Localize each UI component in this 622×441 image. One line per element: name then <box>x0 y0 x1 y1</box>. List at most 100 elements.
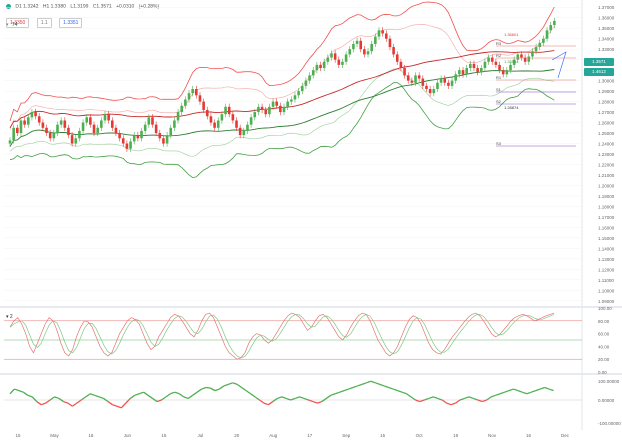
candle <box>129 141 132 149</box>
x-tick-label: 15 <box>380 433 386 438</box>
candle <box>242 130 246 136</box>
momentum-segment <box>63 400 69 404</box>
candle <box>136 135 140 139</box>
momentum-tick-label: 0.00000 <box>598 398 615 403</box>
candle <box>12 127 15 141</box>
candle <box>545 30 549 39</box>
candle <box>224 106 227 115</box>
candle <box>205 109 209 117</box>
candle <box>432 89 436 94</box>
momentum-segment <box>36 401 42 406</box>
candle <box>399 61 403 69</box>
candle <box>202 101 205 110</box>
stoch-tick-label: 100.00 <box>598 306 612 311</box>
candle <box>509 64 512 71</box>
candle <box>381 30 384 34</box>
candle <box>384 33 388 39</box>
candle <box>45 127 48 134</box>
momentum-segment <box>370 380 376 384</box>
momentum-segment <box>490 394 496 398</box>
price-annotation: 1.28874 <box>504 105 519 110</box>
candle <box>59 120 63 125</box>
indicator-boxes[interactable]: 1.3350 1.1 1.3351 <box>6 11 85 29</box>
candle <box>52 133 56 139</box>
lower-band-inner <box>9 68 555 157</box>
candle <box>439 78 443 83</box>
momentum-segment <box>290 397 296 401</box>
momentum-segment <box>459 397 465 401</box>
candle <box>337 59 341 65</box>
momentum-segment <box>40 402 46 406</box>
long-ma-red <box>9 50 555 129</box>
momentum-segment <box>22 391 29 396</box>
momentum-segment <box>508 388 514 392</box>
stoch-tick-label: 80.00 <box>598 319 610 324</box>
projection-arrow <box>551 51 567 79</box>
candle <box>67 127 70 136</box>
candle <box>132 135 136 142</box>
candle <box>553 20 556 26</box>
momentum-segment <box>343 388 349 392</box>
momentum-segment <box>228 382 233 385</box>
momentum-segment <box>98 396 104 400</box>
candle <box>41 122 45 128</box>
momentum-segment <box>18 390 24 393</box>
candle <box>107 114 110 121</box>
candle <box>191 89 194 94</box>
indicator-line[interactable]: ▾ 74 <box>6 22 17 28</box>
candle <box>498 64 501 71</box>
momentum-segment <box>54 396 60 400</box>
y-tick-label: 1.36000 <box>598 16 615 21</box>
candle <box>187 93 191 100</box>
momentum-segment <box>433 396 438 400</box>
candle <box>173 120 176 128</box>
indicator-box-2[interactable]: 1.1 <box>36 18 52 28</box>
momentum-segment <box>152 397 158 403</box>
momentum-segment <box>138 391 144 395</box>
candle <box>538 42 542 48</box>
upper-band <box>9 1 555 122</box>
y-tick-label: 1.33000 <box>598 47 615 52</box>
momentum-segment <box>245 390 251 395</box>
candle <box>549 25 552 31</box>
candle <box>63 120 67 128</box>
upper-band-inner <box>9 23 555 130</box>
momentum-segment <box>299 396 305 400</box>
momentum-segment <box>312 400 318 404</box>
candle <box>70 135 74 144</box>
momentum-segment <box>67 402 73 407</box>
candle <box>450 80 454 86</box>
momentum-segment <box>446 402 452 406</box>
momentum-segment <box>31 396 38 403</box>
momentum-segment <box>544 386 550 390</box>
momentum-tick-label: 100.00000 <box>598 379 620 384</box>
momentum-segment <box>236 383 243 389</box>
candle <box>395 54 399 62</box>
candle <box>319 64 322 69</box>
candle <box>520 54 523 58</box>
momentum-segment <box>392 388 398 392</box>
candle <box>388 38 392 48</box>
candle <box>465 68 468 75</box>
long-ma-green <box>9 69 555 147</box>
stoch-tick-label: 60.00 <box>598 332 610 337</box>
indicator-box-1[interactable]: 1.3350 <box>6 18 30 28</box>
candle <box>428 89 432 94</box>
candle <box>195 89 198 96</box>
momentum-segment <box>379 383 385 387</box>
momentum-segment <box>272 397 278 403</box>
momentum-segment <box>187 394 194 399</box>
y-tick-label: 1.23000 <box>598 152 615 157</box>
chevron-icon: ▾ <box>6 22 9 28</box>
momentum-segment <box>384 385 389 389</box>
pivot-label-r2: R2 <box>496 53 502 58</box>
indicator-box-3[interactable]: 1.3351 <box>59 18 83 28</box>
x-tick-label: 19 <box>453 433 459 438</box>
candle <box>151 117 154 125</box>
x-tick-label: 15 <box>15 433 21 438</box>
indicator-line-value: 74 <box>11 22 18 28</box>
candle <box>330 53 333 58</box>
candle <box>523 57 527 62</box>
candle <box>304 80 308 86</box>
